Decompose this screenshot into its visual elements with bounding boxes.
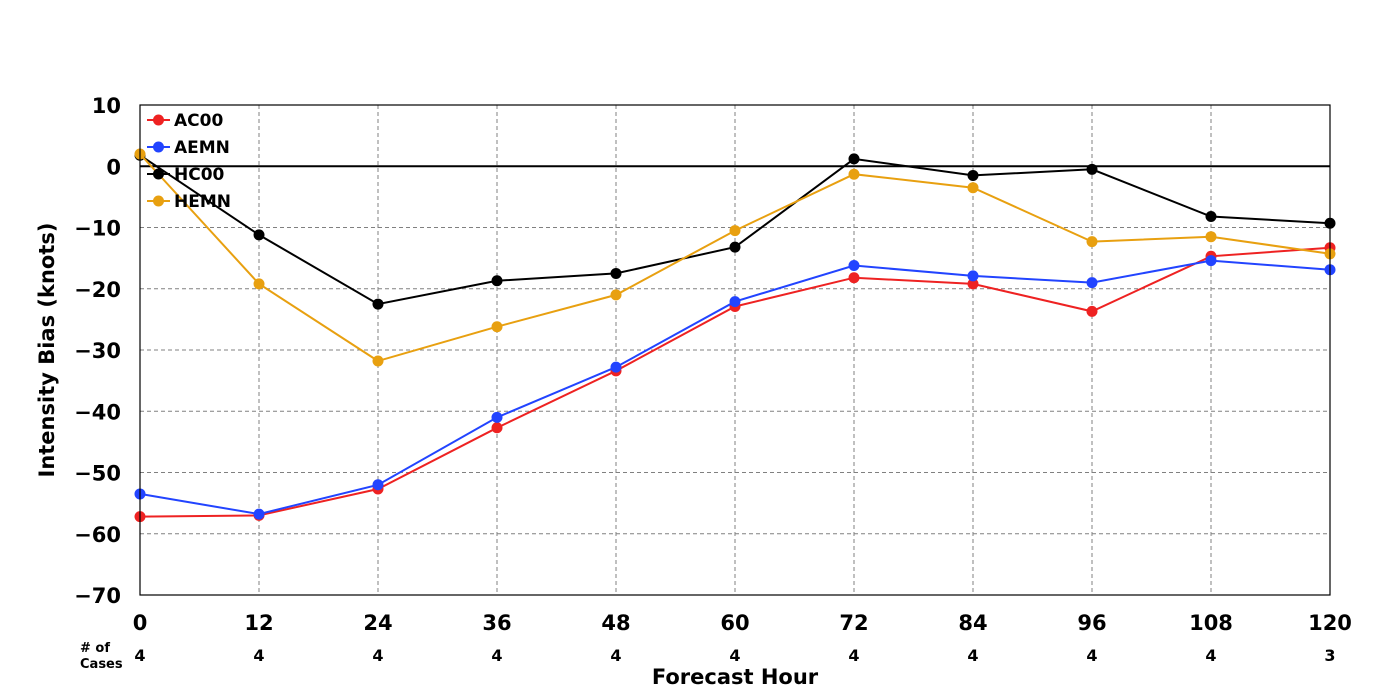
cases-title-line2: Cases [80, 657, 123, 672]
data-point-hemn [729, 225, 741, 237]
legend-marker [153, 195, 164, 207]
legend-item-ac00: AC00 [147, 111, 223, 131]
x-tick-label: 108 [1189, 611, 1233, 635]
data-point-ac00 [1086, 305, 1098, 317]
x-tick-label: 96 [1077, 611, 1106, 635]
data-point-hemn [967, 182, 979, 194]
case-count: 4 [848, 646, 859, 665]
data-point-hemn [848, 168, 860, 180]
legend-label: AEMN [174, 138, 230, 158]
case-count: 4 [610, 646, 621, 665]
series-hc00 [134, 149, 1336, 310]
data-point-hc00 [967, 169, 979, 181]
legend-label: AC00 [174, 111, 223, 131]
x-tick-label: 60 [720, 611, 749, 635]
legend-marker [153, 168, 164, 180]
data-point-hc00 [848, 153, 860, 165]
case-count: 4 [253, 646, 264, 665]
data-point-hc00 [729, 241, 741, 253]
y-tick-label: −30 [74, 339, 121, 363]
data-point-aemn [372, 479, 384, 491]
plot-frame [139, 104, 1331, 596]
x-tick-label: 72 [839, 611, 868, 635]
x-tick-label: 0 [133, 611, 148, 635]
data-point-hc00 [372, 298, 384, 310]
data-point-hemn [372, 355, 384, 367]
data-point-ac00 [848, 272, 860, 284]
data-point-aemn [610, 361, 622, 373]
case-count: 3 [1324, 646, 1335, 665]
data-point-hc00 [491, 275, 503, 287]
data-point-hemn [491, 321, 503, 333]
y-axis-title: Intensity Bias (knots) [35, 223, 59, 478]
data-point-aemn [1205, 255, 1217, 267]
y-tick-label: −70 [74, 584, 121, 608]
series-layer [134, 148, 1336, 523]
y-tick-label: −40 [74, 400, 121, 424]
y-tick-label: 0 [106, 155, 121, 179]
y-tick-label: 10 [92, 94, 121, 118]
case-count: 4 [134, 646, 145, 665]
series-aemn [134, 255, 1336, 520]
legend-item-aemn: AEMN [147, 138, 230, 158]
data-point-hc00 [1205, 210, 1217, 222]
data-point-hc00 [253, 229, 265, 241]
data-point-ac00 [967, 278, 979, 290]
data-point-hemn [1205, 231, 1217, 243]
x-tick-label: 48 [601, 611, 630, 635]
case-count: 4 [1205, 646, 1216, 665]
cases-title-line1: # of [80, 641, 110, 656]
x-axis-title: Forecast Hour [652, 665, 819, 689]
data-point-aemn [253, 508, 265, 520]
data-point-aemn [1086, 277, 1098, 289]
data-point-aemn [491, 411, 503, 423]
case-count: 4 [372, 646, 383, 665]
y-tick-label: −20 [74, 278, 121, 302]
legend-item-hemn: HEMN [147, 192, 231, 212]
case-count: 4 [967, 646, 978, 665]
y-tick-labels: 10 0 −10 −20 −30 −40 −50 −60 −70 [74, 94, 121, 608]
grid-layer [140, 105, 1330, 595]
y-tick-label: −50 [74, 462, 121, 486]
x-tick-labels: 0 12 24 36 48 60 72 84 96 108 120 [133, 611, 1352, 635]
data-point-hemn [1086, 236, 1098, 248]
legend-label: HC00 [174, 165, 225, 185]
data-point-aemn [848, 259, 860, 271]
data-point-hc00 [1086, 163, 1098, 175]
data-point-hemn [253, 278, 265, 290]
legend-marker [153, 141, 164, 153]
x-tick-label: 12 [244, 611, 273, 635]
legend-item-hc00: HC00 [147, 165, 225, 185]
data-point-ac00 [491, 422, 503, 434]
data-point-aemn [967, 270, 979, 282]
x-tick-label: 36 [482, 611, 511, 635]
legend-marker [153, 114, 164, 126]
case-count: 4 [491, 646, 502, 665]
legend-label: HEMN [174, 192, 231, 212]
y-tick-label: −10 [74, 217, 121, 241]
data-point-hc00 [610, 267, 622, 279]
x-tick-label: 24 [363, 611, 392, 635]
legend: AC00 AEMN HC00 HEMN [147, 111, 231, 212]
case-count: 4 [729, 646, 740, 665]
case-count: 4 [1086, 646, 1097, 665]
data-point-aemn [729, 296, 741, 308]
cases-row: # of Cases 4 4 4 4 4 4 4 4 4 4 3 [80, 641, 1336, 672]
x-tick-label: 120 [1308, 611, 1352, 635]
y-tick-label: −60 [74, 523, 121, 547]
x-tick-label: 84 [958, 611, 987, 635]
series-hemn [134, 148, 1336, 367]
data-point-hemn [610, 289, 622, 301]
